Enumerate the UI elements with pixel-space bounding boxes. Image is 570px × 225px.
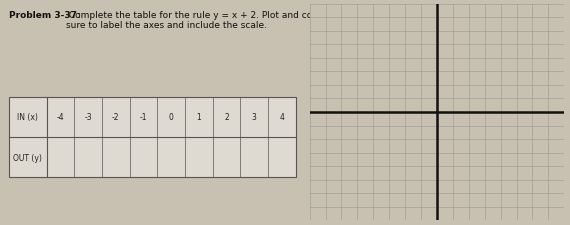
Bar: [9, 97, 296, 177]
Text: -1: -1: [140, 113, 147, 122]
Text: IN (x): IN (x): [17, 113, 38, 122]
Text: 1: 1: [197, 113, 201, 122]
Text: -4: -4: [57, 113, 64, 122]
Text: -3: -3: [84, 113, 92, 122]
Text: 0: 0: [169, 113, 174, 122]
Text: 4: 4: [279, 113, 284, 122]
Text: -2: -2: [112, 113, 120, 122]
Text: Complete the table for the rule y = x + 2. Plot and connect the points on the gr: Complete the table for the rule y = x + …: [66, 11, 465, 30]
Text: 3: 3: [252, 113, 256, 122]
Text: 2: 2: [224, 113, 229, 122]
Text: Problem 3-37:: Problem 3-37:: [9, 11, 80, 20]
Text: OUT (y): OUT (y): [13, 153, 42, 162]
